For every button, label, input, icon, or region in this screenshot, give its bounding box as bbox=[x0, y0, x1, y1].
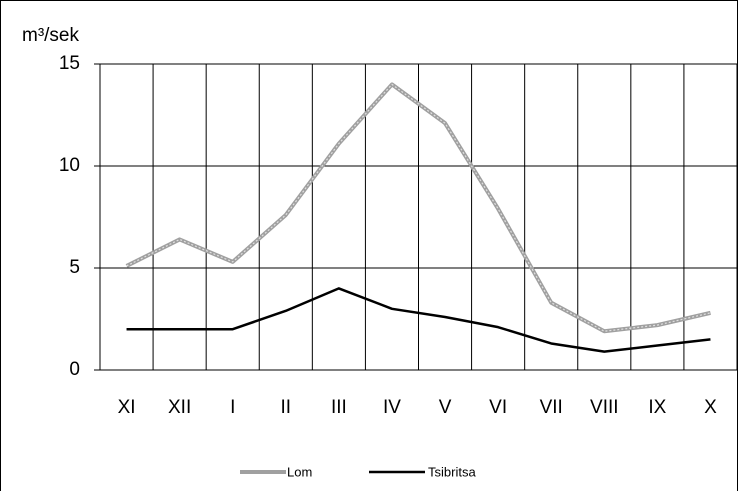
x-tick-label: XII bbox=[168, 397, 191, 418]
x-tick-label: VIII bbox=[590, 397, 619, 418]
legend-label: Tsibritsa bbox=[428, 464, 476, 479]
x-tick-label: I bbox=[230, 397, 235, 418]
y-tick-label: 10 bbox=[59, 155, 80, 176]
series-line-highlight bbox=[126, 83, 711, 332]
x-tick-label: III bbox=[331, 397, 347, 418]
y-tick-label: 15 bbox=[59, 53, 80, 74]
x-tick-label: VII bbox=[540, 397, 563, 418]
x-tick-label: IX bbox=[648, 397, 666, 418]
x-tick-label: VI bbox=[489, 397, 507, 418]
legend-label: Lom bbox=[287, 464, 312, 479]
x-tick-label: II bbox=[281, 397, 292, 418]
x-tick-label: XI bbox=[118, 397, 136, 418]
x-tick-label: X bbox=[704, 397, 717, 418]
x-tick-label: V bbox=[439, 397, 452, 418]
x-tick-label: IV bbox=[383, 397, 401, 418]
y-tick-label: 0 bbox=[69, 359, 80, 380]
y-axis-label: m³/sek bbox=[22, 25, 80, 46]
y-tick-label: 5 bbox=[69, 257, 80, 278]
series-line bbox=[126, 287, 711, 353]
